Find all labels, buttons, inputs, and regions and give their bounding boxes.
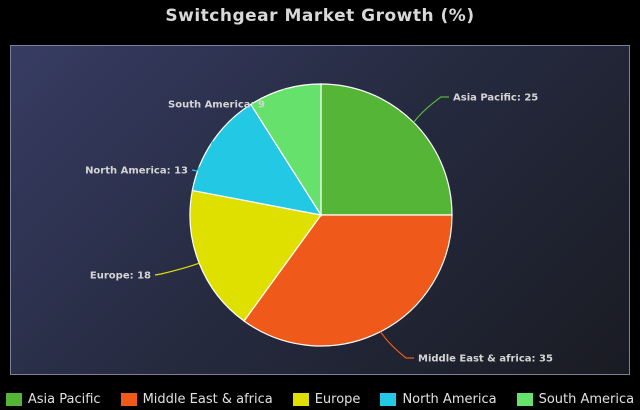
legend-item-south-america[interactable]: South America — [516, 391, 635, 407]
slice-label-south-america: South America: 9 — [168, 100, 265, 111]
legend-swatch-asia-pacific — [5, 392, 22, 406]
legend-item-asia-pacific[interactable]: Asia Pacific — [5, 391, 101, 407]
legend-item-north-america[interactable]: North America — [380, 391, 497, 407]
connector-line-north-america — [191, 141, 214, 172]
pie-chart: Asia Pacific: 25 Middle East & africa: 35… — [85, 83, 553, 365]
connector-line-south-america — [269, 88, 289, 105]
legend: Asia Pacific Middle East & africa Europe No… — [0, 389, 640, 409]
connector-line-europe — [154, 262, 200, 276]
slice-label-asia-pacific: Asia Pacific: 25 — [453, 93, 538, 104]
legend-swatch-south-america — [516, 392, 533, 406]
connector-line-middle-east-africa — [379, 331, 414, 359]
legend-label-north-america: North America — [402, 391, 497, 407]
pie-slice-north-america[interactable] — [191, 103, 323, 216]
legend-label-middle-east-africa: Middle East & africa — [142, 391, 273, 407]
slice-label-north-america: North America: 13 — [85, 166, 188, 177]
connector-line-asia-pacific — [413, 96, 449, 123]
slice-label-middle-east-africa: Middle East & africa: 35 — [418, 354, 553, 365]
legend-label-south-america: South America — [538, 391, 635, 407]
legend-swatch-north-america — [380, 392, 397, 406]
legend-item-middle-east-africa[interactable]: Middle East & africa — [120, 391, 273, 407]
chart-title: Switchgear Market Growth (%) — [165, 6, 475, 26]
pie-slice-middle-east-africa[interactable] — [243, 214, 453, 347]
legend-item-europe[interactable]: Europe — [292, 391, 361, 407]
slice-label-europe: Europe: 18 — [90, 271, 151, 282]
legend-label-asia-pacific: Asia Pacific — [27, 391, 101, 407]
pie-slice-south-america[interactable] — [249, 83, 322, 218]
legend-swatch-middle-east-africa — [120, 392, 137, 406]
plot-area: Asia Pacific: 25 Middle East & africa: 35… — [10, 45, 630, 375]
legend-label-europe: Europe — [314, 391, 361, 407]
legend-swatch-europe — [292, 392, 309, 406]
